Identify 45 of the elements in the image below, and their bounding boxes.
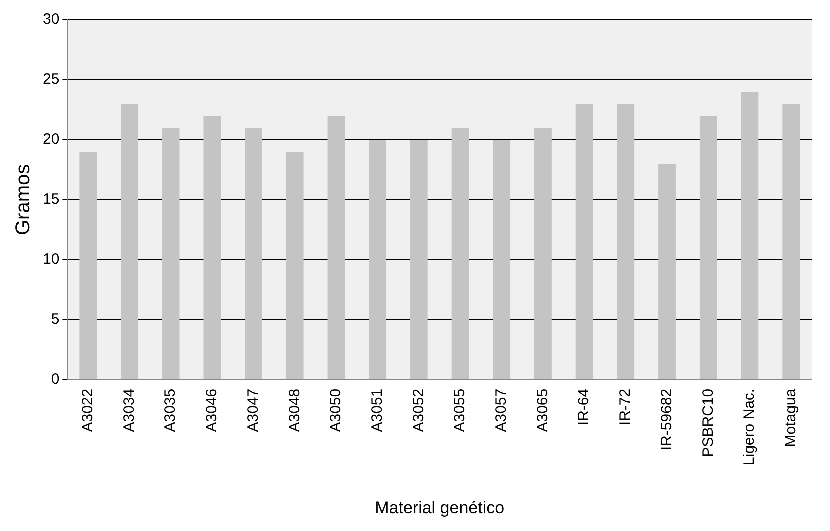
x-tick-label: A3048 xyxy=(286,388,304,432)
bar xyxy=(80,152,98,380)
x-tick-label: PSBRC10 xyxy=(700,388,717,458)
x-tick-label: IR-59682 xyxy=(658,388,676,451)
x-tick-label: A3022 xyxy=(80,388,96,432)
bar xyxy=(658,164,676,380)
x-tick-label: A3050 xyxy=(328,388,345,432)
y-tick-label: 0 xyxy=(51,371,60,388)
bar xyxy=(286,152,304,380)
y-tick-label: 30 xyxy=(42,11,60,28)
bar xyxy=(162,128,180,380)
bar xyxy=(700,116,718,380)
x-tick-label: Motagua xyxy=(782,388,800,448)
x-tick-label: A3057 xyxy=(493,388,510,432)
y-tick-label: 10 xyxy=(42,251,60,268)
x-tick-label: A3047 xyxy=(244,388,262,432)
bar xyxy=(121,104,138,380)
bar xyxy=(493,140,511,380)
x-tick-label: A3055 xyxy=(452,388,469,432)
x-tick-label: A3051 xyxy=(368,388,386,432)
x-tick-label: IR-72 xyxy=(617,388,634,426)
y-tick-label: 25 xyxy=(42,71,60,88)
y-tick-label: 20 xyxy=(42,131,60,148)
x-tick-label: A3035 xyxy=(162,388,180,432)
bar xyxy=(534,128,552,380)
bar xyxy=(576,104,594,380)
x-tick-label: A3052 xyxy=(410,388,428,432)
bar xyxy=(410,140,428,380)
bar xyxy=(741,92,759,380)
y-tick-label: 5 xyxy=(51,311,60,328)
y-axis-title: Gramos xyxy=(12,164,35,236)
y-tick-label: 15 xyxy=(42,191,60,208)
bar xyxy=(369,140,386,380)
bar xyxy=(328,116,346,380)
bar xyxy=(204,116,222,380)
bar xyxy=(617,104,635,380)
x-tick-label: Ligero Nac. xyxy=(741,388,758,466)
x-tick-label: A3065 xyxy=(534,388,552,432)
bar xyxy=(452,128,470,380)
x-tick-label: IR-64 xyxy=(576,388,593,426)
x-tick-label: A3034 xyxy=(120,388,138,432)
bar xyxy=(782,104,800,380)
bar xyxy=(245,128,262,380)
x-tick-label: A3046 xyxy=(204,388,221,432)
x-axis-title: Material genético xyxy=(375,498,505,518)
